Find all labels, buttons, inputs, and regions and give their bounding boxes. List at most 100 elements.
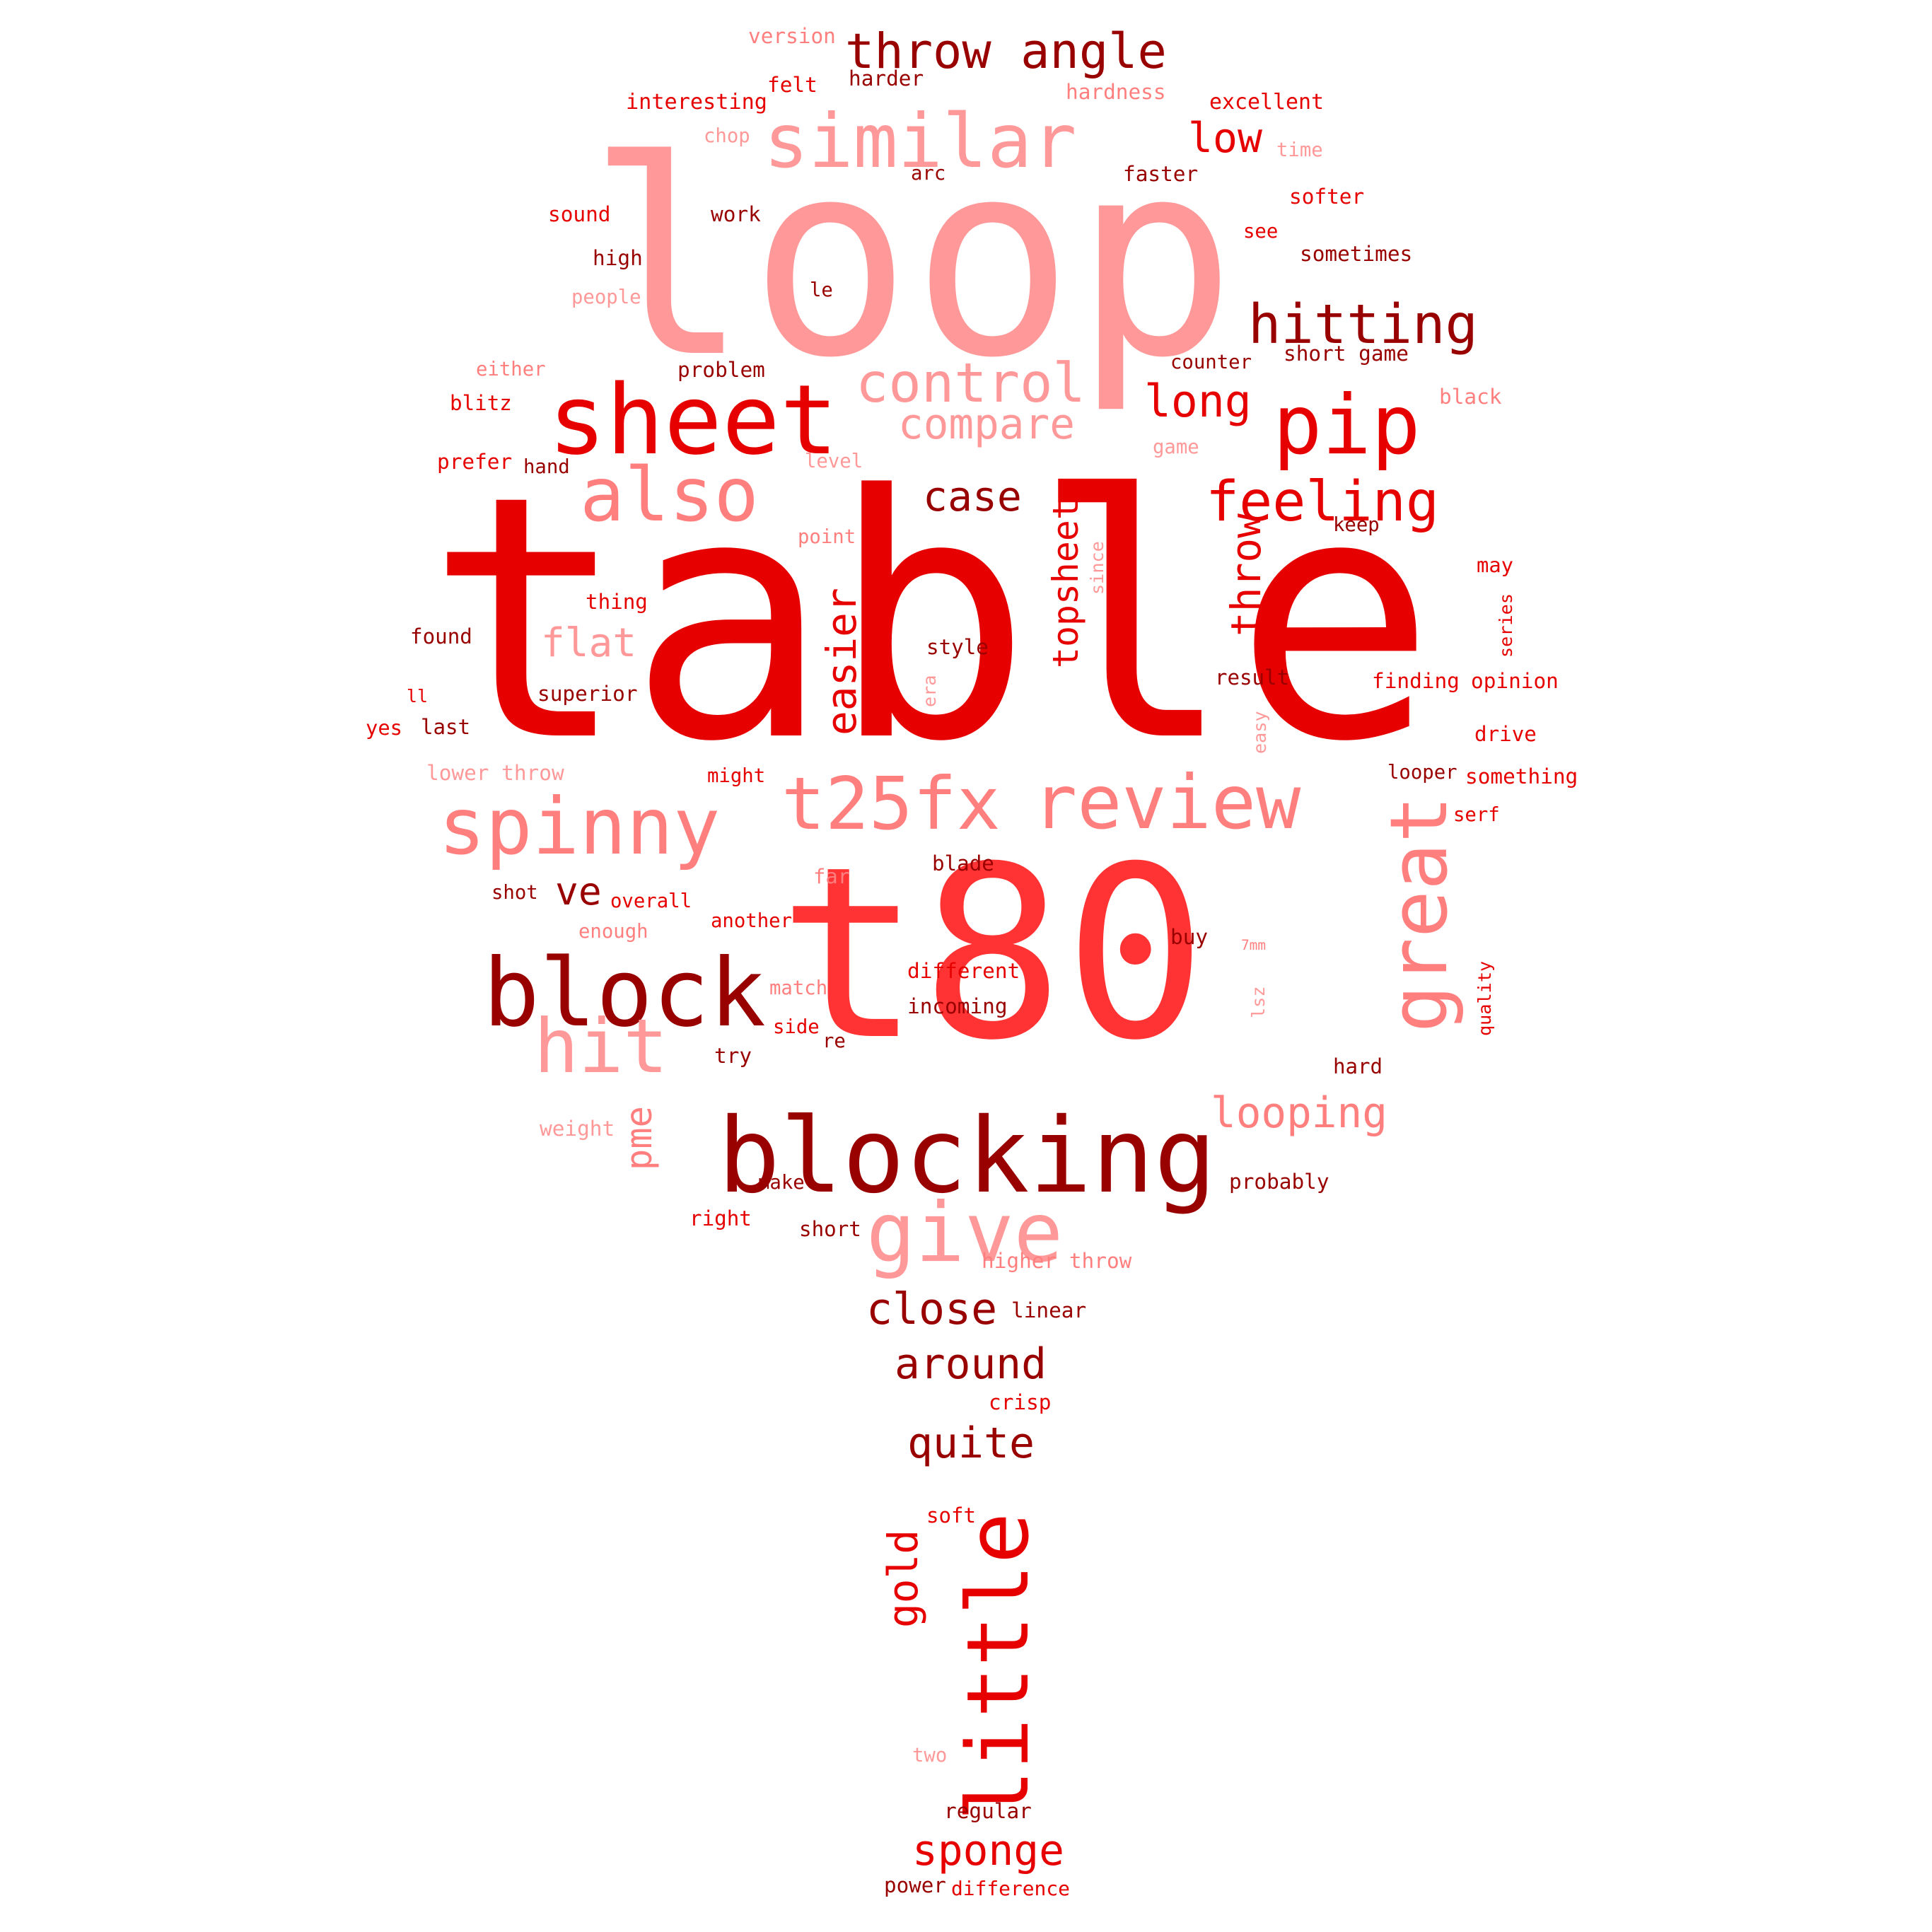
- word-throw-angle: throw angle: [845, 23, 1167, 80]
- word-drive: drive: [1474, 722, 1537, 747]
- word-hit: hit: [534, 1003, 668, 1090]
- word-hitting: hitting: [1248, 293, 1478, 357]
- word-sound: sound: [548, 202, 611, 227]
- word-side: side: [773, 1016, 820, 1039]
- word-close: close: [866, 1284, 998, 1335]
- word-ve: ve: [555, 868, 602, 914]
- word-since: since: [1087, 541, 1108, 595]
- word-see: see: [1243, 221, 1279, 243]
- word-level: level: [805, 450, 863, 473]
- word-linear: linear: [1011, 1298, 1087, 1323]
- word-right: right: [689, 1206, 752, 1231]
- word-serf: serf: [1453, 804, 1500, 827]
- word-also: also: [580, 451, 759, 538]
- word-opinion: opinion: [1471, 669, 1559, 694]
- word-found: found: [410, 624, 472, 649]
- word-yes: yes: [366, 715, 403, 740]
- word-incoming: incoming: [907, 994, 1008, 1019]
- word-make: make: [758, 1172, 805, 1194]
- word-try: try: [714, 1044, 752, 1069]
- word-review: review: [1032, 759, 1301, 846]
- word-blitz: blitz: [450, 391, 512, 416]
- word-high: high: [593, 246, 643, 271]
- word-looping: looping: [1211, 1088, 1387, 1138]
- word-superior: superior: [537, 682, 638, 706]
- word-problem: problem: [677, 358, 765, 383]
- word-version: version: [748, 24, 836, 49]
- word-higher-throw: higher throw: [982, 1249, 1132, 1274]
- word-series: series: [1496, 593, 1517, 658]
- word-long: long: [1144, 375, 1252, 427]
- word-far: far: [813, 863, 851, 888]
- word-harder: harder: [849, 66, 924, 91]
- word-short: short: [799, 1217, 861, 1242]
- word-finding: finding: [1372, 669, 1460, 694]
- word-lsz: lsz: [1248, 986, 1269, 1019]
- word-t25fx: t25fx: [781, 761, 1001, 846]
- word-give: give: [866, 1186, 1064, 1281]
- word-different: different: [907, 959, 1020, 984]
- word-easy: easy: [1250, 711, 1271, 754]
- word-pip: pip: [1273, 378, 1421, 474]
- word-topsheet: topsheet: [1044, 499, 1086, 668]
- word-crisp: crisp: [989, 1390, 1052, 1415]
- word-t80: t80: [778, 816, 1207, 1093]
- word-buy: buy: [1170, 925, 1209, 950]
- word-lower-throw: lower throw: [426, 761, 564, 786]
- word-feeling: feeling: [1206, 469, 1439, 534]
- word-control: control: [856, 351, 1086, 415]
- word-felt: felt: [767, 73, 817, 98]
- word-black: black: [1439, 385, 1502, 409]
- word-similar: similar: [764, 98, 1077, 185]
- word-counter: counter: [1170, 351, 1252, 374]
- word-match: match: [769, 977, 828, 1000]
- word-sponge: sponge: [912, 1827, 1064, 1876]
- word-case: case: [923, 472, 1022, 520]
- word-chop: chop: [704, 125, 750, 148]
- word-point: point: [798, 526, 856, 549]
- word-re: re: [822, 1030, 846, 1053]
- word-two: two: [912, 1745, 948, 1767]
- word-regular: regular: [944, 1799, 1032, 1824]
- word-quite: quite: [907, 1419, 1035, 1469]
- word-loop: loop: [587, 102, 1237, 417]
- word-little: little: [949, 1512, 1049, 1821]
- word-keep: keep: [1333, 514, 1380, 537]
- word-hand: hand: [523, 456, 570, 479]
- word-time: time: [1276, 139, 1323, 162]
- word-hard: hard: [1333, 1054, 1383, 1079]
- word-either: either: [476, 359, 546, 381]
- word-throw: throw: [1221, 513, 1270, 636]
- word-soft: soft: [926, 1503, 977, 1528]
- word-enough: enough: [578, 921, 648, 943]
- word-thing: thing: [586, 590, 648, 615]
- word-softer: softer: [1289, 185, 1365, 209]
- word-work: work: [711, 202, 761, 227]
- word-gold: gold: [878, 1529, 927, 1628]
- word-short-game: short game: [1284, 342, 1409, 366]
- word-people: people: [571, 286, 641, 309]
- word-weight: weight: [540, 1117, 615, 1141]
- word-low: low: [1188, 113, 1262, 162]
- word-ll: ll: [407, 685, 428, 706]
- word-prefer: prefer: [437, 450, 513, 475]
- word-may: may: [1477, 552, 1514, 577]
- word-7mm: 7mm: [1241, 937, 1267, 954]
- word-era: era: [919, 675, 941, 708]
- word-flat: flat: [541, 619, 637, 666]
- word-another: another: [711, 910, 793, 933]
- word-blocking: blocking: [718, 1095, 1217, 1216]
- word-around: around: [895, 1340, 1047, 1390]
- word-arc: arc: [911, 163, 946, 185]
- word-quality: quality: [1474, 960, 1496, 1036]
- word-might: might: [707, 765, 766, 788]
- word-last: last: [421, 715, 471, 740]
- word-sheet: sheet: [548, 364, 838, 477]
- word-something: something: [1465, 764, 1578, 789]
- word-difference: difference: [951, 1877, 1070, 1901]
- word-looper: looper: [1387, 762, 1457, 784]
- word-excellent: excellent: [1209, 90, 1324, 115]
- word-sometimes: sometimes: [1300, 242, 1413, 267]
- word-result: result: [1215, 665, 1290, 690]
